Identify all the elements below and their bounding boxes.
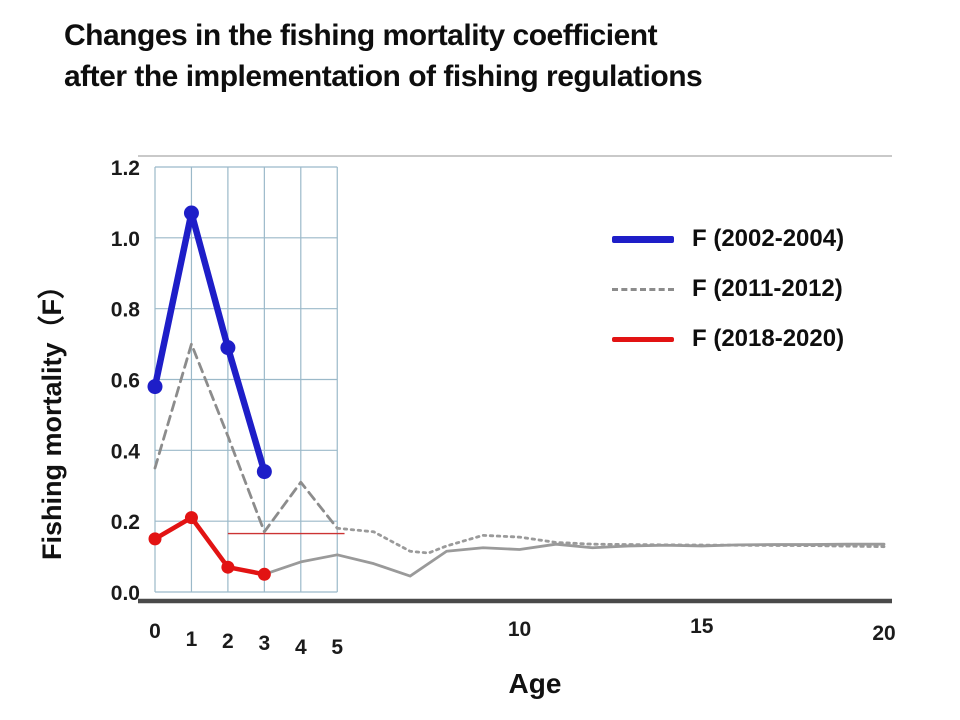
y-tick-label: 1.2 xyxy=(111,157,140,180)
x-axis-label: Age xyxy=(508,668,562,699)
x-tick-label: 15 xyxy=(690,615,714,638)
legend-line-sample-blue xyxy=(612,235,674,243)
series-f-2002-2004-marker xyxy=(256,464,272,480)
y-tick-label: 0.4 xyxy=(111,440,141,463)
legend-line-sample-red xyxy=(612,336,674,342)
legend-label: F (2011-2012) xyxy=(692,275,843,302)
series-f-2011-2012-continuation-dotted xyxy=(335,526,886,555)
legend: F (2002-2004) F (2011-2012) F (2018-2020… xyxy=(612,225,844,375)
x-tick-label: 4 xyxy=(295,636,307,659)
series-older-age-continuation-solid xyxy=(262,542,886,578)
series-f-2002-2004-marker xyxy=(220,340,236,356)
legend-label: F (2018-2020) xyxy=(692,325,845,352)
page-title-line1: Changes in the fishing mortality coeffic… xyxy=(64,19,658,52)
series-f-2018-2020-marker xyxy=(184,511,198,525)
series-f-2018-2020-marker xyxy=(257,567,271,581)
series-f-2002-2004 xyxy=(151,209,268,475)
y-tick-label: 0.8 xyxy=(111,299,141,322)
y-tick-label: 0.2 xyxy=(111,511,140,534)
legend-label: F (2002-2004) xyxy=(692,225,845,252)
legend-line-sample-gray-dashed xyxy=(612,287,674,291)
page-title: Changes in the fishing mortality coeffic… xyxy=(64,16,703,97)
page-title-line2: after the implementation of fishing regu… xyxy=(64,59,703,93)
series-f-2002-2004-marker xyxy=(147,379,163,395)
x-tick-label: 20 xyxy=(872,622,895,645)
legend-item-2011-2012: F (2011-2012) xyxy=(612,275,844,303)
series-f-2018-2020-marker xyxy=(148,532,162,546)
y-tick-label: 0.6 xyxy=(111,370,140,393)
series-f-2018-2020-marker xyxy=(221,560,235,574)
legend-item-2018-2020: F (2018-2020) xyxy=(612,325,844,353)
y-tick-label: 1.0 xyxy=(111,228,140,251)
x-tick-label: 1 xyxy=(186,628,198,651)
legend-item-2002-2004: F (2002-2004) xyxy=(612,225,844,253)
x-tick-label: 5 xyxy=(331,636,343,659)
x-tick-label: 2 xyxy=(222,630,234,653)
y-tick-label: 0.0 xyxy=(111,582,140,605)
x-tick-label: 10 xyxy=(508,618,531,641)
series-f-2002-2004-marker xyxy=(183,205,199,221)
x-tick-label: 0 xyxy=(149,620,161,643)
series-f-2011-2012 xyxy=(153,342,339,534)
x-tick-label: 3 xyxy=(259,632,271,655)
series-f-2018-2020 xyxy=(152,515,267,577)
